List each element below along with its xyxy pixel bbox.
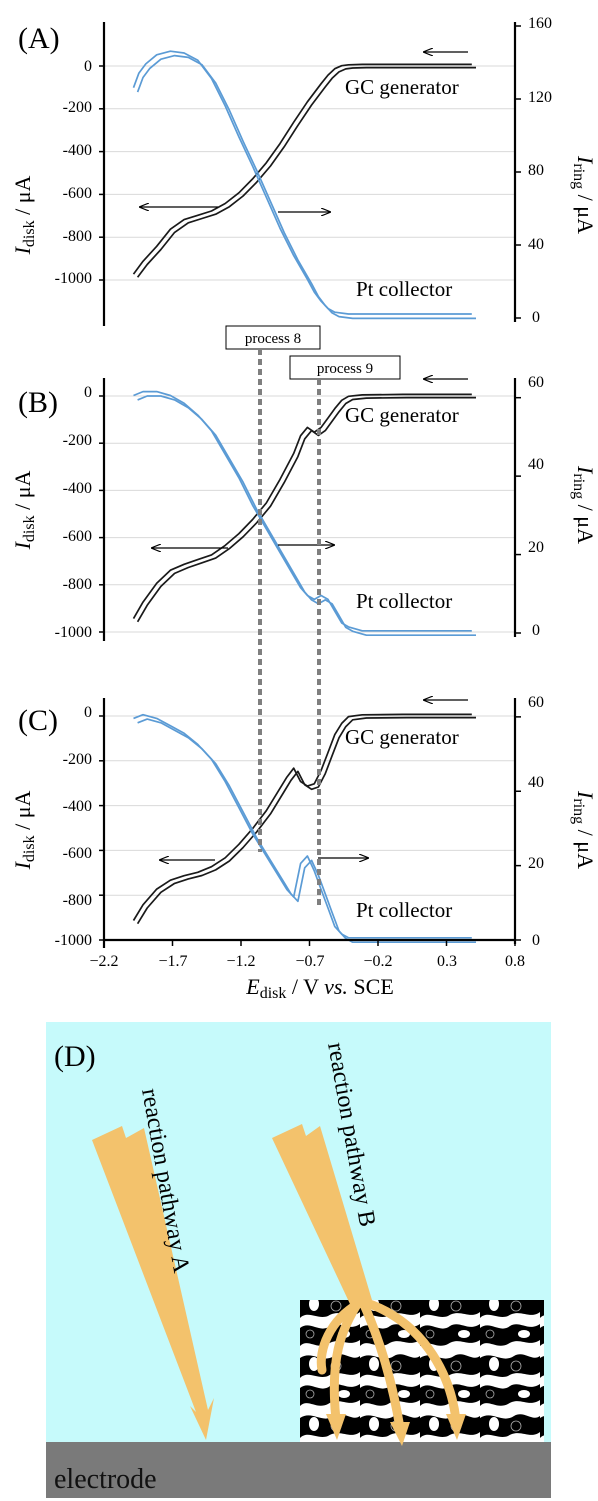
panel-b-y-right-label: Iring / μA	[570, 465, 598, 544]
panel-a-left-tick: -1000	[55, 270, 92, 287]
panel-a: (A) 0 -200 -400 -600 -800 -1000 160 120 …	[10, 15, 598, 326]
panel-c-left-tick: 0	[84, 704, 92, 721]
panel-c-y-left-label: Idisk / μA	[10, 790, 38, 870]
panel-d: electrode (D) reaction pathway A reactio…	[46, 1022, 551, 1498]
panel-c-curves	[132, 713, 476, 944]
panel-a-y-left-label: Idisk / μA	[10, 175, 38, 255]
panel-a-left-ticklabels: 0 -200 -400 -600 -800 -1000	[55, 58, 92, 287]
panel-c-grid	[104, 715, 515, 941]
x-tick: 0.3	[437, 953, 457, 970]
panel-a-left-tick: -400	[63, 142, 92, 159]
panel-a-curves	[132, 50, 476, 320]
panel-c-left-tick: -200	[63, 751, 92, 768]
panel-b-ring-current-line	[137, 395, 476, 637]
panel-b-left-tick: -600	[63, 528, 92, 545]
x-axis-label: Edisk / V vs. SCE	[245, 974, 394, 1002]
panel-b-label: (B)	[18, 386, 58, 419]
panel-a-left-tick: -800	[63, 228, 92, 245]
panel-b-right-tick: 20	[528, 539, 544, 556]
panel-c-right-tick: 40	[528, 774, 544, 791]
x-tick: −1.2	[226, 953, 255, 970]
panel-d-label: (D)	[54, 1040, 96, 1073]
panel-a-label: (A)	[18, 22, 60, 55]
panel-c-disk-current-line	[132, 713, 472, 921]
panel-c-x-ticklabels: −2.2 −1.7 −1.2 −0.7 −0.2 0.3 0.8	[89, 953, 525, 970]
panel-a-left-tick: -600	[63, 185, 92, 202]
panel-b-left-tick: -200	[63, 432, 92, 449]
panel-b-right-tick: 0	[532, 622, 540, 639]
panel-b-left-tick: 0	[84, 384, 92, 401]
pathway-a-arrow	[92, 1126, 214, 1440]
x-tick: −0.2	[363, 953, 392, 970]
panel-c-left-tick: -800	[63, 892, 92, 909]
panel-b-left-ticklabels: 0 -200 -400 -600 -800 -1000	[55, 384, 92, 641]
pathway-b-arrow	[272, 1124, 372, 1304]
panel-c-ring-current-line	[137, 718, 476, 944]
panel-a-right-tick: 80	[528, 162, 544, 179]
x-tick: 0.8	[505, 953, 525, 970]
panel-a-right-tick: 40	[528, 236, 544, 253]
x-tick: −1.7	[158, 953, 187, 970]
x-tick: −2.2	[89, 953, 118, 970]
panel-a-disk-current-line	[136, 66, 476, 278]
panel-a-right-ticklabels: 160 120 80 40 0	[528, 15, 552, 326]
electrode-label: electrode	[54, 1464, 157, 1495]
panel-b-right-ticklabels: 60 40 20 0	[528, 374, 544, 639]
panel-c-y-right-label: Iring / μA	[570, 790, 598, 869]
panel-a-ring-current-line	[132, 50, 472, 315]
panel-b-curves	[132, 390, 476, 637]
panel-a-collector-label: Pt collector	[356, 277, 452, 301]
panel-a-left-tick: 0	[84, 58, 92, 75]
panel-b-collector-label: Pt collector	[356, 589, 452, 613]
panel-c-right-tick: 0	[532, 932, 540, 949]
pathway-b-branches	[316, 1295, 461, 1433]
panel-c-right-tick: 20	[528, 855, 544, 872]
panel-b-left-tick: -800	[63, 576, 92, 593]
panel-c-disk-current-line	[136, 716, 476, 925]
panel-b-generator-label: GC generator	[345, 403, 459, 427]
panel-a-y-right-label: Iring / μA	[570, 155, 598, 234]
x-tick: −0.7	[295, 953, 324, 970]
panel-b-disk-current-line	[136, 396, 476, 623]
panel-a-disk-current-line	[132, 63, 472, 275]
panel-a-axes	[99, 22, 521, 326]
svg-text:process 8: process 8	[245, 331, 301, 347]
panel-c-collector-label: Pt collector	[356, 898, 452, 922]
panel-b-y-left-label: Idisk / μA	[10, 470, 38, 550]
panel-c-left-tick: -600	[63, 845, 92, 862]
panel-a-right-tick: 120	[528, 89, 552, 106]
panel-b-disk-current-line	[132, 393, 472, 620]
panel-b-right-tick: 40	[528, 456, 544, 473]
panel-c-axes	[99, 698, 521, 948]
panel-c-label: (C)	[18, 704, 58, 737]
panel-b: (B) 0 -200 -400 -600 -800 -1000 60 40 20…	[10, 325, 598, 641]
panel-c-left-tick: -400	[63, 798, 92, 815]
process-9-annotation: process 9	[289, 355, 401, 380]
panel-a-left-tick: -200	[63, 99, 92, 116]
panel-b-left-tick: -400	[63, 480, 92, 497]
panel-c-generator-label: GC generator	[345, 725, 459, 749]
process-8-annotation: process 8	[225, 325, 321, 350]
panel-c: (C) 0 -200 -400 -600 -800 -1000 60 40 20…	[10, 694, 598, 1002]
panel-c-left-ticklabels: 0 -200 -400 -600 -800 -1000	[55, 704, 92, 949]
panel-a-right-tick: 160	[528, 15, 552, 32]
panel-b-left-tick: -1000	[55, 624, 92, 641]
electrode	[46, 1442, 551, 1498]
panel-c-left-tick: -1000	[55, 932, 92, 949]
panel-a-generator-label: GC generator	[345, 75, 459, 99]
panel-a-right-tick: 0	[532, 309, 540, 326]
panel-c-right-tick: 60	[528, 694, 544, 711]
panel-b-right-tick: 60	[528, 374, 544, 391]
svg-text:process 9: process 9	[317, 361, 373, 377]
panel-c-right-ticklabels: 60 40 20 0	[528, 694, 544, 949]
pathway-b-heads	[326, 1414, 466, 1446]
panel-b-axes	[99, 378, 521, 641]
panel-a-ring-current-line	[136, 54, 476, 320]
